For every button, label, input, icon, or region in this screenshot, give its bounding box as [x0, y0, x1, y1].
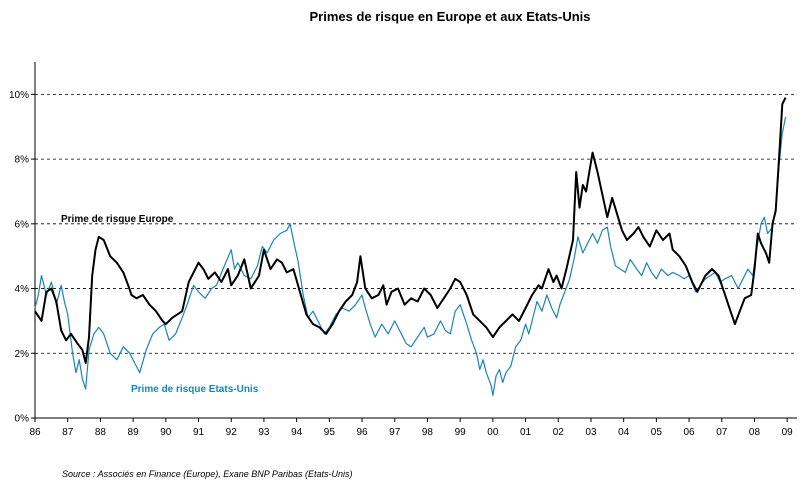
- x-tick-label: 87: [62, 427, 74, 438]
- x-tick-label: 96: [356, 427, 368, 438]
- x-tick-label: 98: [422, 427, 434, 438]
- y-tick-label: 0%: [15, 414, 30, 425]
- x-tick-label: 94: [291, 427, 303, 438]
- annotation-us: Prime de risque Etats-Unis: [131, 384, 259, 395]
- series-annotations: Prime de risque Europe Prime de risque Et…: [61, 214, 259, 395]
- source-note: Source : Associés en Finance (Europe), E…: [62, 469, 353, 479]
- x-tick-label: 89: [128, 427, 140, 438]
- x-tick-label: 90: [160, 427, 172, 438]
- x-tick-label: 97: [389, 427, 401, 438]
- x-tick-label: 95: [324, 427, 336, 438]
- series-line-europe: [34, 97, 787, 364]
- axes: [31, 62, 797, 422]
- x-tick-label: 08: [749, 427, 761, 438]
- annotation-europe: Prime de risque Europe: [61, 214, 174, 225]
- x-tick-label: 86: [29, 427, 41, 438]
- gridlines: [35, 93, 797, 354]
- y-tick-label: 6%: [15, 219, 30, 230]
- x-tick-label: 93: [258, 427, 270, 438]
- x-tick-label: 06: [684, 427, 696, 438]
- y-tick-label: 10%: [9, 90, 29, 101]
- x-tick-label: 88: [95, 427, 107, 438]
- x-tick-label: 91: [193, 427, 205, 438]
- x-tick-label: 99: [455, 427, 467, 438]
- y-tick-label: 2%: [15, 349, 30, 360]
- chart-title: Primes de risque en Europe et aux Etats-…: [309, 9, 591, 24]
- x-tick-label: 03: [585, 427, 597, 438]
- x-tick-label: 09: [782, 427, 794, 438]
- x-tick-label: 04: [618, 427, 630, 438]
- tick-labels: 0% 2% 4% 6% 8% 10% 86 87 88 89 90 91 92 93 94 95 96 97 98 9…: [9, 90, 793, 438]
- x-tick-label: 92: [226, 427, 238, 438]
- x-tick-label: 05: [651, 427, 663, 438]
- y-tick-label: 8%: [15, 155, 30, 166]
- x-tick-label: 02: [553, 427, 565, 438]
- x-tick-label: 00: [487, 427, 499, 438]
- series-lines: [34, 97, 787, 396]
- x-tick-label: 01: [520, 427, 532, 438]
- y-tick-label: 4%: [15, 284, 30, 295]
- series-line-us: [34, 116, 787, 396]
- x-tick-label: 07: [716, 427, 728, 438]
